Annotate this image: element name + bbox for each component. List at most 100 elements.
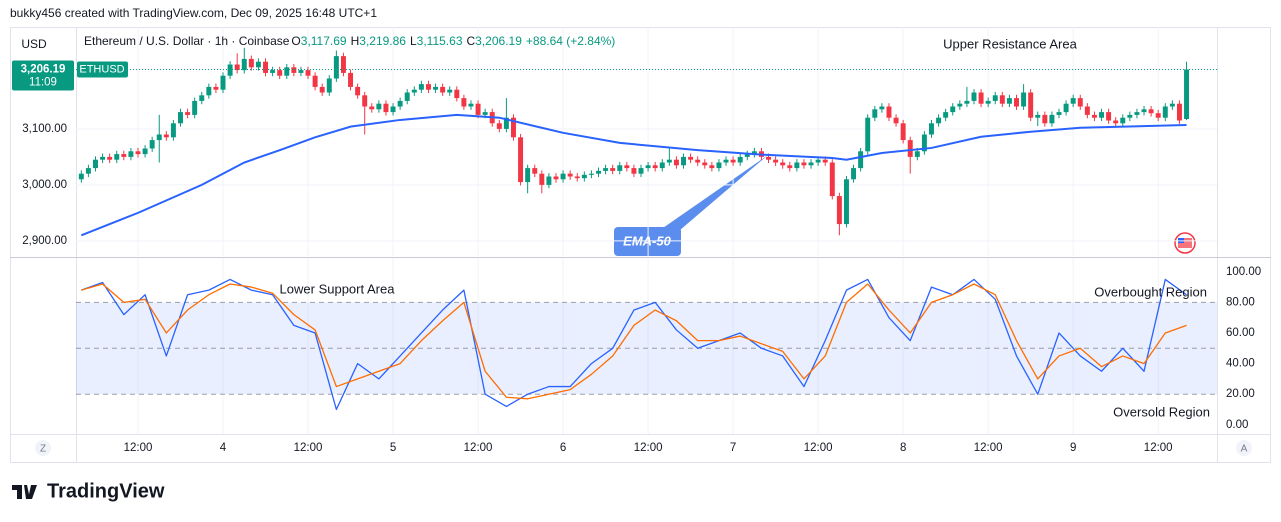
legend-key: C — [467, 34, 476, 48]
symbol-tag — [77, 61, 128, 78]
y-tick-label: 0.00 — [1226, 419, 1248, 431]
price-tag-countdown: 11:09 — [29, 76, 57, 88]
candle-body — [992, 95, 998, 101]
x-tick-label: 12:00 — [634, 442, 663, 454]
candle-body — [1056, 112, 1062, 115]
candle-body — [539, 173, 545, 185]
candle-body — [645, 165, 651, 169]
legend-title: Ethereum / U.S. Dollar · 1h · Coinbase — [84, 34, 290, 48]
candle-body — [929, 123, 934, 135]
candle-body — [241, 58, 247, 71]
candle-body — [525, 168, 531, 183]
y-tick-label: 3,000.00 — [22, 179, 67, 191]
y-tick-label: 40.00 — [1226, 358, 1255, 370]
candle-body — [836, 196, 842, 225]
candle-body — [1014, 98, 1019, 107]
auto-button-label[interactable]: A — [1241, 444, 1248, 455]
candle-body — [673, 159, 679, 166]
x-tick-label: 6 — [560, 442, 566, 454]
candle-body — [170, 123, 176, 138]
symbol-tag-label: ETHUSD — [79, 63, 124, 75]
candle-body — [305, 70, 311, 76]
candle-body — [581, 174, 587, 179]
candle-body — [107, 156, 113, 160]
candle-body — [1006, 98, 1012, 104]
zoom-button-label[interactable]: Z — [40, 444, 46, 455]
candle-body — [780, 162, 786, 166]
candle-body — [858, 151, 864, 169]
candle-body — [787, 165, 793, 169]
candle-body — [1106, 112, 1112, 121]
y-tick-label: 20.00 — [1226, 388, 1255, 400]
annotation: Lower Support Area — [280, 281, 396, 296]
candle-body — [709, 165, 715, 169]
candle-body — [1176, 103, 1182, 121]
candle-body — [971, 92, 977, 101]
candle-body — [85, 168, 91, 174]
candle-body — [744, 154, 750, 157]
candle-body — [1084, 106, 1090, 115]
brand-logo[interactable] — [12, 485, 37, 499]
legend-value: 3,117.69 — [301, 34, 347, 48]
candle-body — [794, 162, 800, 169]
candle-body — [546, 176, 552, 185]
candle-body — [936, 117, 942, 124]
candle-body — [163, 134, 169, 138]
ema-callout — [614, 155, 768, 256]
y-tick-label: 100.00 — [1226, 266, 1261, 278]
candle-body — [1091, 114, 1097, 118]
candle-body — [185, 112, 191, 115]
candle-body — [128, 151, 134, 157]
zoom-button[interactable]: Z — [35, 440, 51, 456]
candle-body — [100, 156, 106, 160]
legend-value: 3,219.86 — [359, 34, 406, 48]
y-tick-label: 2,900.00 — [22, 235, 67, 247]
candle-body — [1184, 69, 1190, 119]
candle-body — [1148, 109, 1154, 114]
brand-name[interactable]: TradingView — [47, 480, 165, 502]
candle-body — [943, 112, 949, 118]
credit-line: bukky456 created with TradingView.com, D… — [10, 6, 377, 20]
candle-body — [950, 106, 956, 113]
candle-body — [766, 156, 772, 160]
candle-body — [659, 162, 665, 169]
candle-body — [886, 106, 892, 118]
currency-label[interactable]: USD — [21, 37, 47, 51]
candle-body — [879, 106, 885, 110]
candle-body — [298, 70, 304, 73]
candle-body — [681, 156, 686, 166]
candle-body — [255, 61, 261, 68]
price-tag-value: 3,206.19 — [21, 63, 66, 75]
candle-body — [1070, 98, 1076, 104]
candle-body — [312, 75, 318, 87]
legend-key: H — [351, 34, 360, 48]
annotation: Upper Resistance Area — [943, 36, 1077, 51]
candle-body — [1169, 103, 1175, 107]
candle-body — [220, 75, 226, 90]
candle-body — [588, 173, 594, 175]
candle-body — [822, 159, 828, 163]
candle-body — [964, 100, 970, 104]
candle-body — [411, 89, 417, 93]
candle-body — [985, 100, 991, 104]
x-tick-label: 7 — [730, 442, 736, 454]
candle-body — [631, 168, 637, 174]
candle-body — [921, 134, 927, 152]
candle-body — [503, 117, 509, 129]
candle-body — [865, 117, 871, 152]
x-tick-label: 5 — [390, 442, 396, 454]
candle-body — [574, 176, 580, 179]
candle-body — [440, 86, 446, 93]
candle-body — [178, 112, 183, 124]
candle-body — [624, 165, 630, 169]
candle-body — [567, 173, 573, 177]
candle-body — [206, 86, 212, 96]
legend: Ethereum / U.S. Dollar · 1h · Coinbase O3… — [84, 34, 615, 48]
candle-body — [907, 140, 913, 157]
candle-body — [482, 112, 488, 115]
candle-body — [270, 70, 276, 73]
candle-body — [666, 159, 672, 163]
auto-button[interactable]: A — [1236, 440, 1252, 456]
candle-body — [553, 176, 559, 180]
